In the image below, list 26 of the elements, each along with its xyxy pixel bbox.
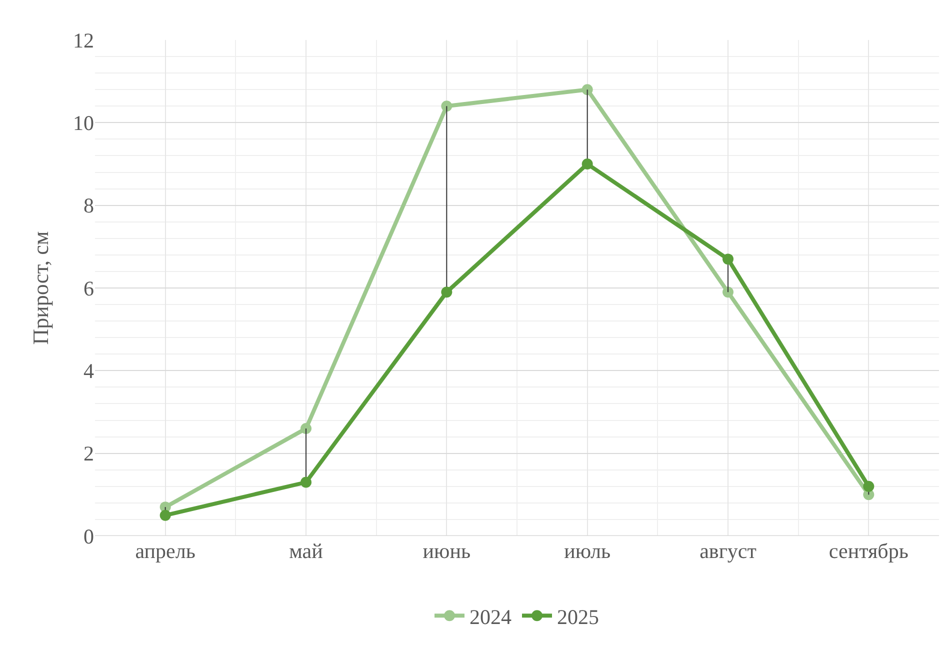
point: [300, 423, 312, 434]
point: [722, 286, 734, 298]
x-tick-label: апрель: [135, 539, 196, 563]
y-tick-label: 0: [84, 524, 94, 548]
point: [582, 84, 593, 96]
y-tick-label: 6: [84, 276, 94, 300]
x-tick-label: июль: [564, 539, 611, 563]
x-tick-label: май: [289, 539, 323, 563]
y-tick-label: 12: [73, 28, 94, 52]
point: [160, 510, 171, 521]
x-tick-label: июнь: [422, 539, 471, 563]
point: [863, 480, 874, 492]
y-tick-label: 2: [84, 442, 94, 466]
x-tick-label: август: [700, 539, 756, 563]
point: [300, 476, 312, 488]
y-tick-label: 10: [73, 111, 94, 136]
y-axis-title: Прирост, см: [28, 231, 53, 345]
point: [441, 100, 452, 112]
point: [441, 286, 452, 298]
legend-label: 2025: [557, 604, 599, 629]
x-tick-label: сентябрь: [828, 539, 908, 563]
point: [582, 158, 593, 170]
y-tick-label: 8: [84, 194, 94, 218]
legend-label: 2024: [470, 604, 512, 629]
point: [722, 254, 734, 265]
y-tick-label: 4: [84, 359, 94, 384]
